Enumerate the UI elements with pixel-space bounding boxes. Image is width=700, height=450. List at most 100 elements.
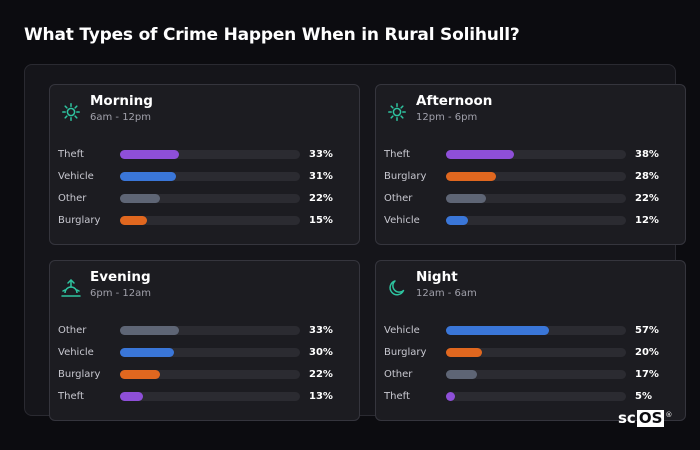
panel-time-range: 6pm - 12am <box>90 288 152 299</box>
bar-theft <box>446 392 455 401</box>
bar-row-theft: Theft 33% <box>58 148 353 162</box>
category-label: Theft <box>384 149 410 160</box>
bar-track <box>446 348 626 357</box>
bar-row-burglary: Burglary 22% <box>58 368 353 382</box>
value-label: 31% <box>309 171 333 182</box>
bar-row-vehicle: Vehicle 12% <box>384 214 679 228</box>
category-label: Other <box>384 193 413 204</box>
bar-track <box>446 326 626 335</box>
bar-burglary <box>446 172 497 181</box>
category-label: Vehicle <box>384 325 420 336</box>
logo-boxed: OS <box>636 409 665 427</box>
bar-row-vehicle: Vehicle 31% <box>58 170 353 184</box>
bar-track <box>120 150 300 159</box>
bar-other <box>120 326 180 335</box>
value-label: 13% <box>309 391 333 402</box>
bar-track <box>120 348 300 357</box>
bar-vehicle <box>120 348 174 357</box>
value-label: 33% <box>309 325 333 336</box>
value-label: 22% <box>635 193 659 204</box>
value-label: 12% <box>635 215 659 226</box>
bar-row-other: Other 17% <box>384 368 679 382</box>
bar-burglary <box>120 370 160 379</box>
logo-prefix: sc <box>618 409 636 427</box>
bar-row-vehicle: Vehicle 30% <box>58 346 353 360</box>
moon-icon <box>386 277 408 299</box>
category-label: Burglary <box>58 215 101 226</box>
bar-theft <box>120 150 180 159</box>
bar-track <box>446 172 626 181</box>
bar-track <box>120 216 300 225</box>
bar-track <box>446 216 626 225</box>
panel-time-range: 12pm - 6pm <box>416 112 478 123</box>
value-label: 57% <box>635 325 659 336</box>
value-label: 20% <box>635 347 659 358</box>
panel-time-range: 6am - 12pm <box>90 112 152 123</box>
bar-row-other: Other 22% <box>384 192 679 206</box>
category-label: Vehicle <box>58 347 94 358</box>
scos-logo: sc OS ® <box>618 408 672 428</box>
value-label: 5% <box>635 391 652 402</box>
sun-icon <box>386 101 408 123</box>
category-label: Theft <box>58 391 84 402</box>
bar-track <box>446 370 626 379</box>
panel-title: Morning <box>90 93 153 109</box>
value-label: 15% <box>309 215 333 226</box>
panel-afternoon: Afternoon 12pm - 6pm Theft 38% Burglary 28% Ot… <box>375 84 686 245</box>
category-label: Vehicle <box>58 171 94 182</box>
category-label: Theft <box>384 391 410 402</box>
bar-vehicle <box>120 172 176 181</box>
category-label: Theft <box>58 149 84 160</box>
bar-track <box>120 370 300 379</box>
value-label: 22% <box>309 193 333 204</box>
category-label: Vehicle <box>384 215 420 226</box>
value-label: 22% <box>309 369 333 380</box>
logo-registered-mark: ® <box>665 411 673 419</box>
bar-row-other: Other 33% <box>58 324 353 338</box>
category-label: Other <box>58 193 87 204</box>
bar-theft <box>446 150 515 159</box>
bar-row-other: Other 22% <box>58 192 353 206</box>
bar-vehicle <box>446 216 468 225</box>
value-label: 30% <box>309 347 333 358</box>
bar-other <box>120 194 160 203</box>
bar-row-vehicle: Vehicle 57% <box>384 324 679 338</box>
panel-title: Night <box>416 269 458 285</box>
bar-row-theft: Theft 13% <box>58 390 353 404</box>
bar-vehicle <box>446 326 549 335</box>
bar-track <box>120 326 300 335</box>
bar-row-burglary: Burglary 20% <box>384 346 679 360</box>
page-title: What Types of Crime Happen When in Rural… <box>24 25 520 45</box>
value-label: 28% <box>635 171 659 182</box>
bar-burglary <box>120 216 147 225</box>
value-label: 17% <box>635 369 659 380</box>
panel-time-range: 12am - 6am <box>416 288 477 299</box>
sunset-icon <box>60 277 82 299</box>
sun-icon <box>60 101 82 123</box>
bar-track <box>120 172 300 181</box>
category-label: Other <box>58 325 87 336</box>
bar-row-burglary: Burglary 28% <box>384 170 679 184</box>
bar-row-theft: Theft 5% <box>384 390 679 404</box>
category-label: Burglary <box>58 369 101 380</box>
panel-evening: Evening 6pm - 12am Other 33% Vehicle 30% Burgl… <box>49 260 360 421</box>
bar-burglary <box>446 348 482 357</box>
panel-title: Evening <box>90 269 151 285</box>
bar-track <box>120 392 300 401</box>
bar-track <box>446 392 626 401</box>
bar-track <box>446 150 626 159</box>
bar-theft <box>120 392 144 401</box>
bar-other <box>446 370 477 379</box>
category-label: Burglary <box>384 347 427 358</box>
category-label: Other <box>384 369 413 380</box>
panel-morning: Morning 6am - 12pm Theft 33% Vehicle 31% Other… <box>49 84 360 245</box>
bar-row-theft: Theft 38% <box>384 148 679 162</box>
bar-row-burglary: Burglary 15% <box>58 214 353 228</box>
category-label: Burglary <box>384 171 427 182</box>
panel-title: Afternoon <box>416 93 493 109</box>
panel-night: Night 12am - 6am Vehicle 57% Burglary 20% Othe… <box>375 260 686 421</box>
bar-track <box>446 194 626 203</box>
value-label: 38% <box>635 149 659 160</box>
bar-track <box>120 194 300 203</box>
bar-other <box>446 194 486 203</box>
